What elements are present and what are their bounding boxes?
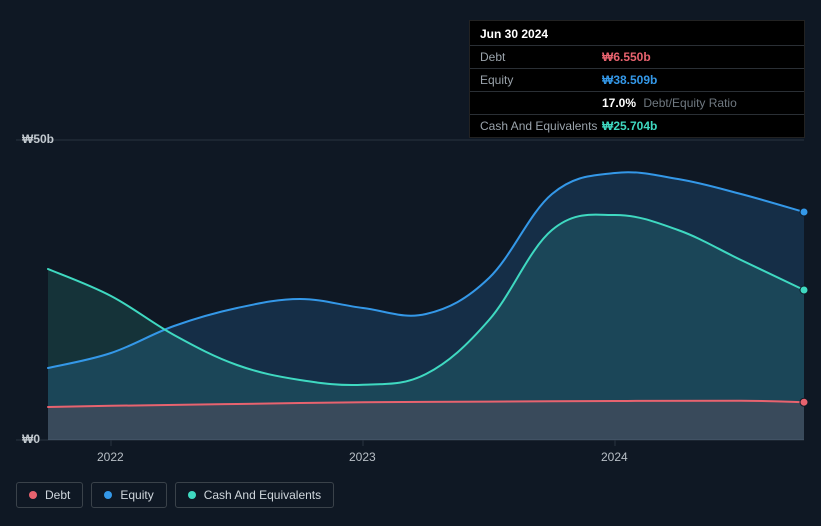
tooltip-label: Debt <box>480 50 602 64</box>
chart-legend: Debt Equity Cash And Equivalents <box>16 482 334 508</box>
legend-dot-icon <box>188 491 196 499</box>
legend-item-equity[interactable]: Equity <box>91 482 166 508</box>
tooltip-value: ₩6.550b <box>602 50 651 64</box>
x-axis-label: 2024 <box>601 450 628 464</box>
legend-dot-icon <box>29 491 37 499</box>
tooltip-label: Cash And Equivalents <box>480 119 602 133</box>
tooltip-value: ₩25.704b <box>602 119 657 133</box>
legend-dot-icon <box>104 491 112 499</box>
legend-item-cash[interactable]: Cash And Equivalents <box>175 482 334 508</box>
chart-container: Jun 30 2024 Debt ₩6.550b Equity ₩38.509b… <box>0 0 821 526</box>
x-axis-label: 2022 <box>97 450 124 464</box>
tooltip-value: 17.0% <box>602 96 636 110</box>
tooltip-value: ₩38.509b <box>602 73 657 87</box>
tooltip-sublabel: Debt/Equity Ratio <box>643 96 736 110</box>
tooltip-row-cash: Cash And Equivalents ₩25.704b <box>470 115 804 137</box>
tooltip-row-ratio: 17.0% Debt/Equity Ratio <box>470 92 804 115</box>
tooltip-label: Equity <box>480 73 602 87</box>
tooltip-row-equity: Equity ₩38.509b <box>470 69 804 92</box>
y-axis-label: ₩50b <box>22 132 54 146</box>
legend-item-debt[interactable]: Debt <box>16 482 83 508</box>
chart-tooltip: Jun 30 2024 Debt ₩6.550b Equity ₩38.509b… <box>469 20 805 138</box>
x-axis-label: 2023 <box>349 450 376 464</box>
legend-label: Cash And Equivalents <box>204 488 321 502</box>
tooltip-row-debt: Debt ₩6.550b <box>470 46 804 69</box>
legend-label: Equity <box>120 488 153 502</box>
tooltip-date: Jun 30 2024 <box>470 21 804 46</box>
y-axis-label: ₩0 <box>22 432 40 446</box>
legend-label: Debt <box>45 488 70 502</box>
